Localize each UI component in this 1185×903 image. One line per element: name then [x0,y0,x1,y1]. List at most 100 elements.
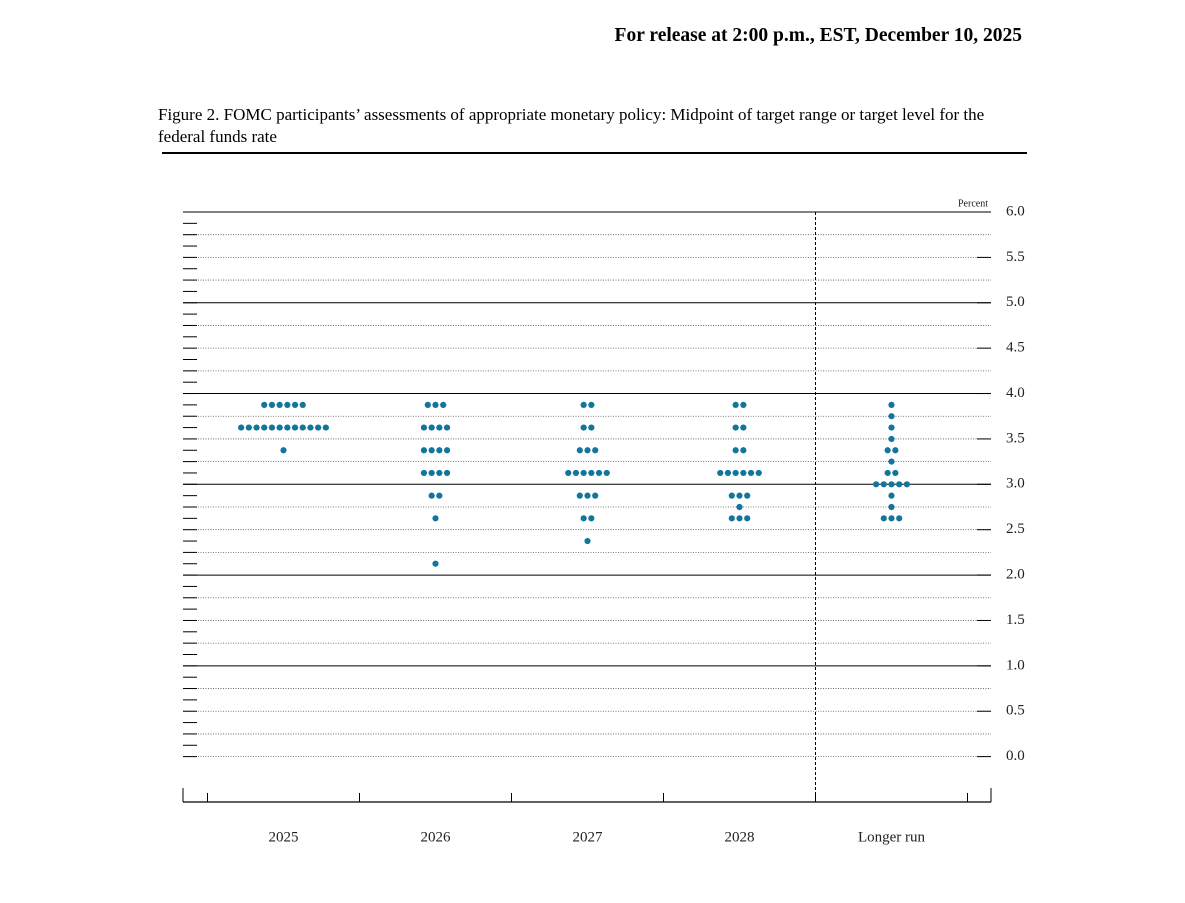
dot [728,492,735,499]
dot [584,537,591,545]
dot [261,401,268,408]
dot [443,424,451,431]
dot [268,401,276,408]
dot [424,401,431,408]
dot [603,469,610,477]
chart-title: Figure 2. FOMC participants’ assessments… [158,105,985,146]
y-tick-label: 3.0 [1006,476,1025,492]
dot [436,492,443,499]
dot [432,560,439,567]
dot [736,515,743,522]
dot [903,481,911,488]
dot [580,424,587,431]
dot [440,401,447,408]
dot [307,424,314,431]
unit-label: Percent [958,198,988,209]
dot [299,424,306,431]
dot [428,424,435,431]
dot [299,401,306,408]
dot [755,469,762,477]
y-tick-label: 0.0 [1006,748,1025,764]
dot [253,424,260,431]
dot [420,424,428,431]
dot [884,447,891,454]
dot [576,447,583,454]
dot [892,447,899,454]
dot [732,424,739,431]
x-tick-label: 2025 [269,829,299,845]
dot [428,469,435,477]
dot [888,435,895,443]
x-tick-label: 2027 [573,829,604,845]
dot [280,447,287,454]
dot [428,492,435,499]
dot [291,401,299,408]
dot [592,447,599,454]
release-header: For release at 2:00 p.m., EST, December … [614,25,1022,46]
dot [432,401,439,408]
y-tick-label: 3.5 [1006,430,1025,446]
y-tick-label: 0.5 [1006,703,1025,719]
dot [276,424,283,431]
x-tick-label: Longer run [858,829,926,845]
dot [728,515,735,522]
y-tick-label: 2.0 [1006,567,1025,583]
dot [888,503,895,511]
dot [420,447,428,454]
y-tick-label: 4.5 [1006,340,1025,356]
dot [888,492,895,499]
dot [740,424,747,431]
dot [595,469,603,477]
y-tick-label: 6.0 [1006,203,1025,219]
y-tick-label: 1.5 [1006,612,1025,628]
dot [588,424,595,431]
y-tick-label: 5.0 [1006,294,1025,310]
dot [880,515,887,522]
dot [888,481,895,488]
x-tick-label: 2026 [421,829,452,845]
dot [315,424,322,431]
dot [888,515,895,522]
dot [888,424,895,431]
dot [896,481,903,488]
dot [268,424,276,431]
dot [436,469,443,477]
dot [443,469,451,477]
dot [576,492,583,499]
dot [428,447,435,454]
dot [888,413,895,420]
y-tick-label: 4.0 [1006,385,1025,401]
dot [896,515,903,522]
dot [592,492,599,499]
dot [892,469,899,477]
dot [261,424,268,431]
dot [747,469,755,477]
dot [740,469,747,477]
dot [888,401,895,408]
dot [276,401,283,408]
dot [580,401,587,408]
y-tick-label: 1.0 [1006,657,1025,673]
x-tick-label: 2028 [725,829,755,845]
dot [580,469,587,477]
dot [732,401,739,408]
dot [888,458,895,465]
dot [588,401,595,408]
dot [436,447,443,454]
dot [724,469,732,477]
y-tick-label: 2.5 [1006,521,1025,537]
dot [873,481,880,488]
dot [736,492,743,499]
dot [740,447,747,454]
dot [565,469,572,477]
dot [732,469,739,477]
dot [284,424,291,431]
dot [884,469,891,477]
dot [322,424,329,431]
dot [744,515,751,522]
dot [245,424,252,431]
dot [436,424,443,431]
dot [443,447,451,454]
